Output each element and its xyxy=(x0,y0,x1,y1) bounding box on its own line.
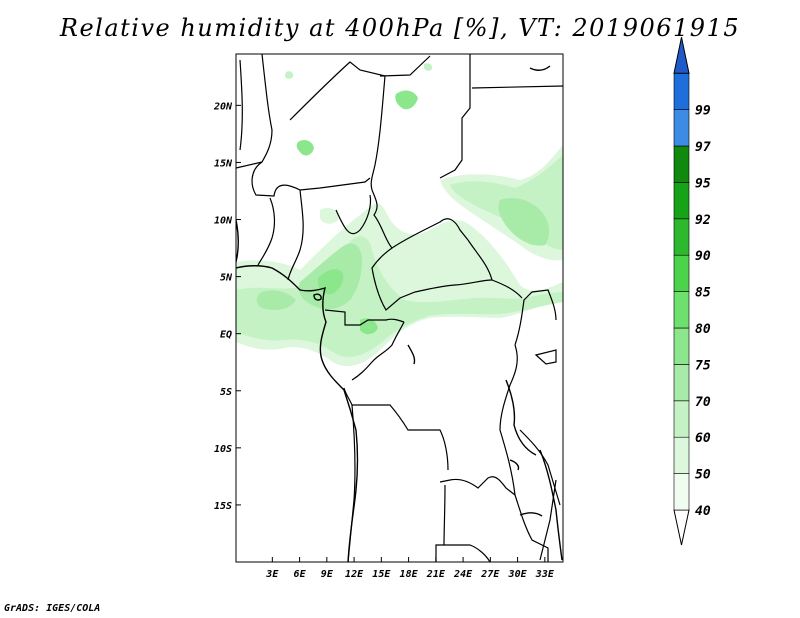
lat-tick-label: 10N xyxy=(214,216,233,227)
map-title: Relative humidity at 400hPa [%], VT: 201… xyxy=(59,14,741,42)
colorbar-swatch xyxy=(673,145,690,183)
coastline xyxy=(529,65,551,71)
colorbar-label: 90 xyxy=(695,249,711,264)
coastline xyxy=(505,379,537,456)
country-borders xyxy=(236,54,563,562)
border-line xyxy=(370,75,386,191)
colorbar-label: 95 xyxy=(695,176,711,191)
grads-credit: GrADS: IGES/COLA xyxy=(4,603,101,614)
border-line xyxy=(289,61,386,121)
lat-tick-label: 5S xyxy=(220,387,232,398)
colorbar-swatch xyxy=(673,291,690,329)
border-line xyxy=(347,404,356,562)
lon-tick-label: 12E xyxy=(345,569,364,580)
coastline xyxy=(519,512,543,517)
lon-tick-label: 33E xyxy=(535,569,555,580)
lon-tick-label: 9E xyxy=(321,569,334,580)
colorbar-label: 92 xyxy=(695,213,711,228)
border-line xyxy=(499,344,518,496)
lon-tick-label: 3E xyxy=(265,569,279,580)
colorbar-low-arrow xyxy=(673,509,690,546)
border-line xyxy=(251,161,371,197)
lon-tick-label: 30E xyxy=(508,569,528,580)
colorbar-label: 40 xyxy=(695,504,711,519)
border-line xyxy=(324,309,405,326)
coastline xyxy=(313,293,322,301)
lat-tick-label: 20N xyxy=(213,101,233,112)
border-line xyxy=(343,387,449,471)
humidity-patch-5 xyxy=(320,208,339,224)
border-line xyxy=(444,544,491,562)
colorbar: 40 50 60 70 75 80 85 90 92 95 97 99 xyxy=(673,37,711,546)
colorbar-label: 80 xyxy=(695,322,711,337)
humidity-patch-north-2 xyxy=(395,90,418,110)
border-line xyxy=(514,494,549,562)
colorbar-high-arrow xyxy=(673,37,690,74)
humidity-patch-north-4 xyxy=(424,63,433,71)
longitude-axis: 3E 6E 9E 12E 15E 18E 21E 24E 27E 30E 33E xyxy=(265,557,555,580)
lat-tick-label: 10S xyxy=(214,444,232,455)
border-line xyxy=(335,194,372,235)
colorbar-swatch xyxy=(673,473,690,511)
border-line xyxy=(371,189,469,249)
coastline xyxy=(509,459,520,471)
colorbar-swatch xyxy=(673,109,690,147)
border-line xyxy=(236,54,273,169)
lon-tick-label: 24E xyxy=(453,569,473,580)
colorbar-label: 97 xyxy=(695,140,711,155)
border-line xyxy=(514,289,557,346)
humidity-shading xyxy=(236,63,563,367)
map-frame xyxy=(235,53,564,563)
lat-tick-label: 5N xyxy=(220,273,233,284)
humidity-patch-north-1 xyxy=(296,140,314,156)
border-line xyxy=(257,197,276,266)
border-line xyxy=(379,55,431,77)
coastline xyxy=(539,449,563,561)
humidity-patch-north-3 xyxy=(285,71,294,79)
border-line xyxy=(287,189,304,281)
colorbar-label: 75 xyxy=(695,358,711,373)
colorbar-swatch xyxy=(673,327,690,365)
lat-tick-label: 15N xyxy=(214,158,233,169)
colorbar-label: 70 xyxy=(695,395,711,410)
coastline xyxy=(236,265,359,562)
border-line xyxy=(239,59,243,151)
lon-tick-label: 21E xyxy=(426,569,446,580)
latitude-axis: 20N 15N 10N 5N EQ 5S 10S 15S xyxy=(213,101,241,512)
colorbar-swatch xyxy=(673,218,690,256)
colorbar-label: 50 xyxy=(695,468,711,483)
lat-tick-label: EQ xyxy=(220,330,232,341)
border-line xyxy=(471,85,563,89)
colorbar-swatch xyxy=(673,436,690,474)
colorbar-swatch xyxy=(673,400,690,438)
border-line xyxy=(435,484,446,562)
border-line xyxy=(534,349,557,365)
border-line xyxy=(371,247,493,311)
lat-tick-label: 15S xyxy=(214,501,232,512)
lon-tick-label: 27E xyxy=(480,569,500,580)
coastline xyxy=(407,344,416,365)
humidity-area-75b xyxy=(256,290,296,310)
colorbar-label: 60 xyxy=(695,431,711,446)
colorbar-label: 85 xyxy=(695,286,711,301)
lon-tick-label: 18E xyxy=(400,569,419,580)
border-line xyxy=(539,479,557,561)
lon-tick-label: 15E xyxy=(372,569,391,580)
lon-tick-label: 6E xyxy=(294,569,307,580)
border-line xyxy=(439,54,471,179)
colorbar-swatch xyxy=(673,182,690,220)
border-line xyxy=(351,321,405,381)
humidity-area-75c xyxy=(498,198,550,246)
colorbar-swatch xyxy=(673,72,690,110)
border-line xyxy=(439,476,516,496)
humidity-area-60 xyxy=(236,236,563,357)
colorbar-label: 99 xyxy=(695,104,711,119)
border-line xyxy=(519,429,561,506)
colorbar-swatch xyxy=(673,254,690,292)
colorbar-swatch xyxy=(673,364,690,402)
